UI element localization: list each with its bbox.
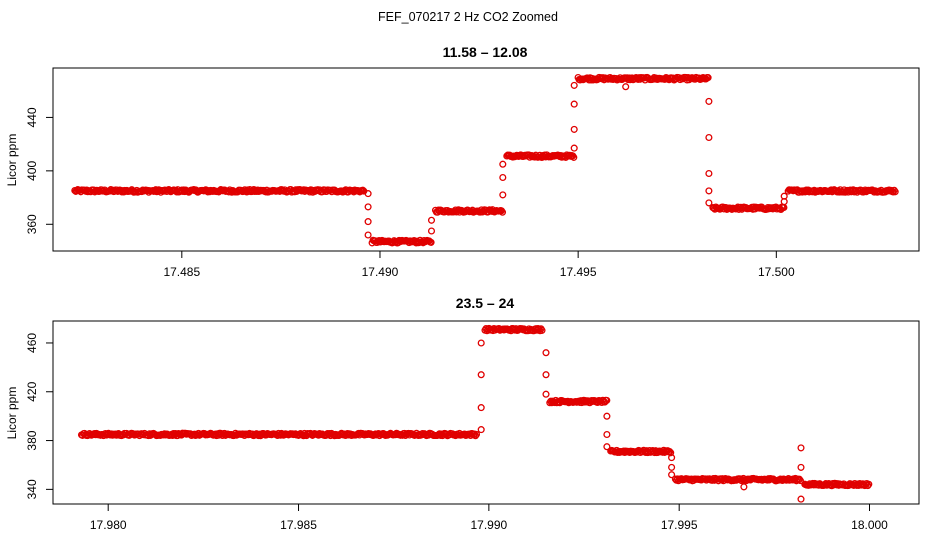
data-point <box>542 371 550 379</box>
plot-frame <box>52 67 920 252</box>
data-point <box>797 444 805 452</box>
y-tick-label: 360 <box>25 214 39 234</box>
data-point <box>666 448 674 456</box>
x-tick-label: 17.490 <box>362 265 399 279</box>
x-tick-label: 17.485 <box>163 265 200 279</box>
data-point <box>795 475 803 483</box>
y-tick-label: 340 <box>25 479 39 499</box>
data-point <box>570 144 578 152</box>
data-point <box>364 190 372 198</box>
data-point <box>477 339 485 347</box>
data-point <box>865 480 873 488</box>
y-axis-label: Licor ppm <box>5 134 19 187</box>
data-point <box>364 203 372 211</box>
data-point <box>570 100 578 108</box>
data-point <box>364 231 372 239</box>
y-tick-label: 380 <box>25 430 39 450</box>
data-point <box>570 153 578 161</box>
data-point <box>667 449 675 457</box>
data-point <box>603 412 611 420</box>
data-points <box>77 324 873 503</box>
data-point <box>705 169 713 178</box>
data-point <box>603 396 611 404</box>
data-point <box>538 326 546 334</box>
x-tick-label: 17.495 <box>560 265 597 279</box>
data-point <box>498 208 507 216</box>
data-point <box>668 471 676 479</box>
data-point <box>471 432 480 440</box>
data-point <box>499 191 507 199</box>
data-point <box>570 125 578 133</box>
data-point <box>542 349 550 357</box>
data-point <box>542 390 550 398</box>
y-tick-label: 420 <box>25 381 39 401</box>
data-point <box>427 238 435 246</box>
data-point <box>705 199 713 207</box>
data-point <box>780 192 788 200</box>
x-tick-label: 17.995 <box>661 518 698 532</box>
axes: 17.980 17.985 17.990 17.995 18.000 340 380 420 4… <box>25 333 888 532</box>
data-point <box>797 463 805 471</box>
y-tick-label: 460 <box>25 333 39 353</box>
panel-title: 11.58 – 12.08 <box>443 44 528 60</box>
data-point <box>705 97 713 105</box>
data-point <box>797 495 805 503</box>
panel-top: 11.58 – 12.08 Licor ppm 17.485 17.490 17.4… <box>5 44 920 279</box>
data-points <box>71 73 899 247</box>
data-point <box>477 404 485 412</box>
data-point <box>796 477 804 485</box>
panel-title: 23.5 – 24 <box>456 295 515 311</box>
data-point <box>477 371 485 379</box>
data-point <box>891 188 899 196</box>
data-point <box>359 186 367 194</box>
y-tick-label: 440 <box>25 107 39 127</box>
x-tick-label: 17.980 <box>90 518 127 532</box>
data-point <box>705 133 713 142</box>
panel-bottom: 23.5 – 24 Licor ppm 17.980 17.985 17.990 17… <box>5 295 920 532</box>
data-point <box>497 207 506 215</box>
data-point <box>622 83 630 91</box>
data-point <box>603 430 611 439</box>
data-point <box>704 74 712 82</box>
data-point <box>499 160 507 168</box>
axes: 17.485 17.490 17.495 17.500 360 400 440 <box>25 107 795 279</box>
figure-title: FEF_070217 2 Hz CO2 Zoomed <box>378 10 558 24</box>
x-tick-label: 17.990 <box>471 518 508 532</box>
y-tick-label: 400 <box>25 161 39 181</box>
y-axis-label: Licor ppm <box>5 387 19 440</box>
data-point <box>472 430 481 438</box>
data-point <box>668 454 676 462</box>
data-point <box>477 426 485 434</box>
data-point <box>864 482 872 490</box>
data-point <box>427 216 436 224</box>
x-tick-label: 17.985 <box>280 518 317 532</box>
data-point <box>364 218 372 226</box>
data-point <box>740 483 748 491</box>
x-tick-label: 17.500 <box>758 265 795 279</box>
data-point <box>499 173 507 182</box>
data-point <box>427 227 436 235</box>
data-point <box>570 81 578 89</box>
data-point <box>705 187 713 195</box>
data-point <box>603 443 611 451</box>
x-tick-label: 18.000 <box>851 518 888 532</box>
data-point <box>668 463 676 471</box>
